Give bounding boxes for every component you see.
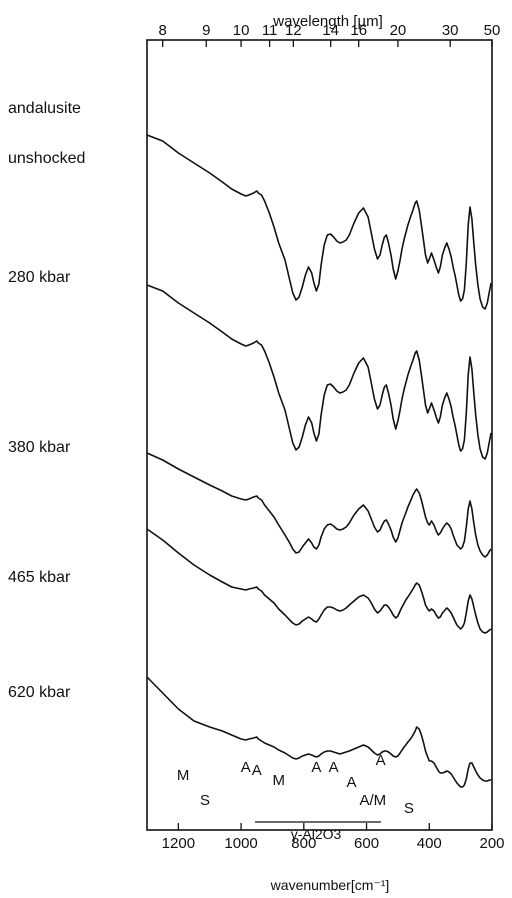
- spectrum-trace-2: [146, 284, 492, 460]
- band-label: A: [252, 762, 262, 779]
- top-axis: wavelength [µm] 8 9 10 11 12 14 16 20 30 50: [159, 13, 501, 47]
- top-tick-label: 30: [442, 22, 459, 39]
- band-label: A: [311, 759, 321, 776]
- bottom-tick-label: 800: [291, 835, 316, 852]
- trace-label: 380 kbar: [8, 439, 71, 456]
- bottom-tick-label: 1200: [162, 835, 195, 852]
- top-tick-label: 50: [484, 22, 501, 39]
- band-label: S: [200, 792, 210, 809]
- bottom-tick-label: 200: [479, 835, 504, 852]
- spectra-traces: [146, 134, 492, 788]
- band-label: A: [376, 752, 386, 769]
- top-tick-label: 20: [390, 22, 407, 39]
- bracket-label: γ-Al2O3: [291, 826, 342, 842]
- top-tick-label: 10: [233, 22, 250, 39]
- trace-label: unshocked: [8, 150, 85, 167]
- band-label: S: [404, 800, 414, 817]
- top-tick-label: 16: [350, 22, 367, 39]
- trace-labels: andalusite unshocked 280 kbar 380 kbar 465 k…: [8, 100, 85, 701]
- top-axis-title: wavelength [µm]: [272, 13, 383, 30]
- top-tick-label: 11: [262, 22, 278, 39]
- band-label: M: [272, 772, 285, 789]
- bottom-tick-label: 400: [417, 835, 442, 852]
- band-label: A: [346, 774, 356, 791]
- plot-frame: [146, 39, 493, 831]
- trace-label: andalusite: [8, 100, 81, 117]
- spectrum-trace-5: [146, 676, 492, 788]
- bottom-axis-title: wavenumber[cm⁻¹]: [270, 877, 390, 893]
- top-tick-label: 9: [202, 22, 210, 39]
- top-tick-label: 8: [159, 22, 167, 39]
- trace-label: 620 kbar: [8, 684, 71, 701]
- band-label: A: [241, 759, 251, 776]
- band-annotations: MSA AMA AAA/MAS: [177, 752, 414, 817]
- gamma-alumina-bracket: γ-Al2O3: [255, 821, 381, 842]
- band-label: A: [329, 759, 339, 776]
- spectrum-trace-3: [146, 452, 492, 558]
- trace-label: 280 kbar: [8, 269, 71, 286]
- trace-label: 465 kbar: [8, 569, 71, 586]
- band-label: M: [177, 767, 190, 784]
- top-tick-label: 14: [322, 22, 339, 39]
- top-tick-label: 12: [285, 22, 302, 39]
- band-label: A/M: [359, 792, 386, 809]
- spectrum-trace-4: [146, 528, 492, 634]
- bottom-tick-label: 600: [354, 835, 379, 852]
- bottom-tick-label: 1000: [224, 835, 257, 852]
- spectrum-trace-1: [146, 134, 492, 310]
- bottom-axis: 1200 1000 800 600 400 200 wavenumber[cm⁻¹]: [162, 823, 505, 893]
